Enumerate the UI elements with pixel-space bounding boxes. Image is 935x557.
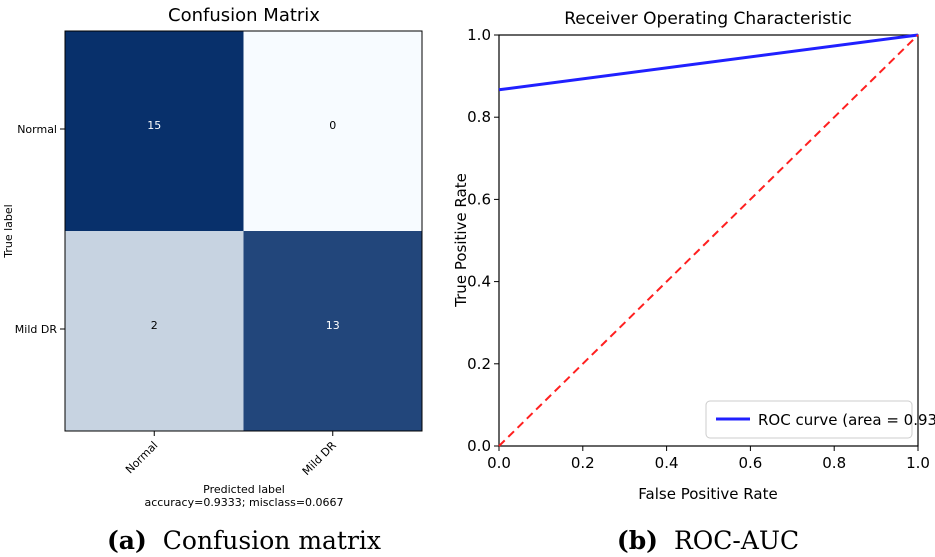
cm-cell bbox=[65, 231, 244, 431]
cm-note: accuracy=0.9333; misclass=0.0667 bbox=[144, 496, 343, 509]
caption-a: (a) Confusion matrix bbox=[107, 526, 381, 555]
roc-y-tick-label: 0.0 bbox=[467, 437, 491, 455]
roc-x-tick-label: 0.2 bbox=[571, 454, 595, 472]
caption-a-text: Confusion matrix bbox=[163, 526, 381, 555]
roc-y-tick-label: 0.2 bbox=[467, 355, 491, 373]
roc-x-tick-label: 0.4 bbox=[655, 454, 679, 472]
cm-y-tick-labels: Normal Mild DR bbox=[15, 123, 65, 336]
confusion-matrix-chart: Confusion Matrix 15 0 2 13 Normal Mild DR No… bbox=[2, 5, 423, 509]
cm-x-tick-labels: Normal Mild DR bbox=[123, 431, 339, 478]
svg-text:(a) Confusion matrix: (a) Confusion matrix bbox=[107, 526, 381, 555]
cm-cell bbox=[243, 231, 422, 431]
roc-lines bbox=[498, 33, 919, 447]
roc-y-tick-label: 0.6 bbox=[467, 190, 491, 208]
roc-x-tick-label: 0.0 bbox=[487, 454, 511, 472]
caption-b-text: ROC-AUC bbox=[674, 526, 799, 555]
roc-y-tick-label: 1.0 bbox=[467, 26, 491, 44]
cm-cell-value: 15 bbox=[147, 119, 161, 132]
cm-frame bbox=[64, 30, 423, 432]
cm-cell-value: 13 bbox=[326, 319, 340, 332]
roc-x-tick-label: 0.6 bbox=[738, 454, 762, 472]
cm-ylabel: True label bbox=[2, 204, 15, 258]
roc-x-tick-label: 0.8 bbox=[822, 454, 846, 472]
cm-cell bbox=[243, 31, 422, 231]
cm-cell-value: 2 bbox=[151, 319, 158, 332]
cm-y-tick-label: Mild DR bbox=[15, 323, 58, 336]
roc-xlabel: False Positive Rate bbox=[638, 485, 777, 503]
cm-cell-value: 0 bbox=[329, 119, 336, 132]
cm-xlabel: Predicted label bbox=[203, 483, 285, 496]
cm-cell bbox=[65, 31, 244, 231]
cm-x-tick-label: Normal bbox=[123, 439, 160, 476]
cm-cells: 15 0 2 13 bbox=[65, 31, 422, 431]
roc-ticks: 0.0 0.2 0.4 0.6 0.8 1.0 0.0 0.2 0.4 0.6 0.8 1.0 bbox=[467, 26, 930, 472]
roc-chart: Receiver Operating Characteristic 0.0 0.2… bbox=[452, 9, 935, 503]
roc-legend: ROC curve (area = 0.93) bbox=[705, 400, 935, 439]
roc-curve-line bbox=[498, 33, 919, 92]
roc-legend-label: ROC curve (area = 0.93) bbox=[758, 411, 935, 429]
roc-title: Receiver Operating Characteristic bbox=[564, 9, 852, 29]
caption-b: (b) ROC-AUC bbox=[617, 526, 799, 555]
svg-text:(b) ROC-AUC: (b) ROC-AUC bbox=[617, 526, 799, 555]
roc-y-tick-label: 0.4 bbox=[467, 273, 491, 291]
roc-ylabel: True Positive Rate bbox=[452, 173, 470, 308]
cm-title: Confusion Matrix bbox=[168, 5, 320, 26]
caption-b-letter: (b) bbox=[617, 526, 658, 555]
roc-chance-line bbox=[498, 34, 919, 447]
roc-x-tick-label: 1.0 bbox=[906, 454, 930, 472]
roc-y-tick-label: 0.8 bbox=[467, 108, 491, 126]
cm-y-tick-label: Normal bbox=[17, 123, 57, 136]
caption-a-letter: (a) bbox=[107, 526, 147, 555]
cm-x-tick-label: Mild DR bbox=[300, 439, 339, 478]
roc-legend-box bbox=[705, 400, 913, 439]
